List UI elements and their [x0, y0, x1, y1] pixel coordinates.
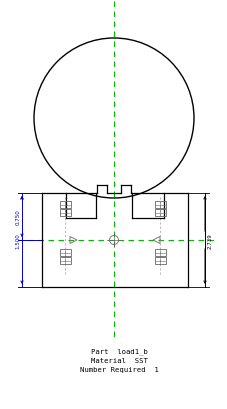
Text: 1.500: 1.500 [15, 233, 20, 248]
Bar [60, 257, 71, 264]
Bar [155, 249, 166, 256]
Bar [155, 202, 166, 209]
Text: Part  load1_b
Material  SST
Number Required  1: Part load1_b Material SST Number Require… [80, 347, 158, 372]
Bar [155, 209, 166, 216]
Text: 0.750: 0.750 [15, 209, 20, 225]
Bar [155, 257, 166, 264]
Bar [60, 209, 71, 216]
Bar [60, 202, 71, 209]
Bar [60, 249, 71, 256]
Text: 2.739: 2.739 [207, 233, 212, 248]
